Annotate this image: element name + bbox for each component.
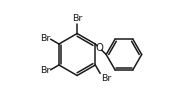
Text: Br: Br	[40, 34, 50, 43]
Text: Br: Br	[72, 14, 82, 23]
Text: Br: Br	[101, 74, 111, 83]
Text: Br: Br	[40, 66, 50, 75]
Text: O: O	[95, 43, 103, 53]
